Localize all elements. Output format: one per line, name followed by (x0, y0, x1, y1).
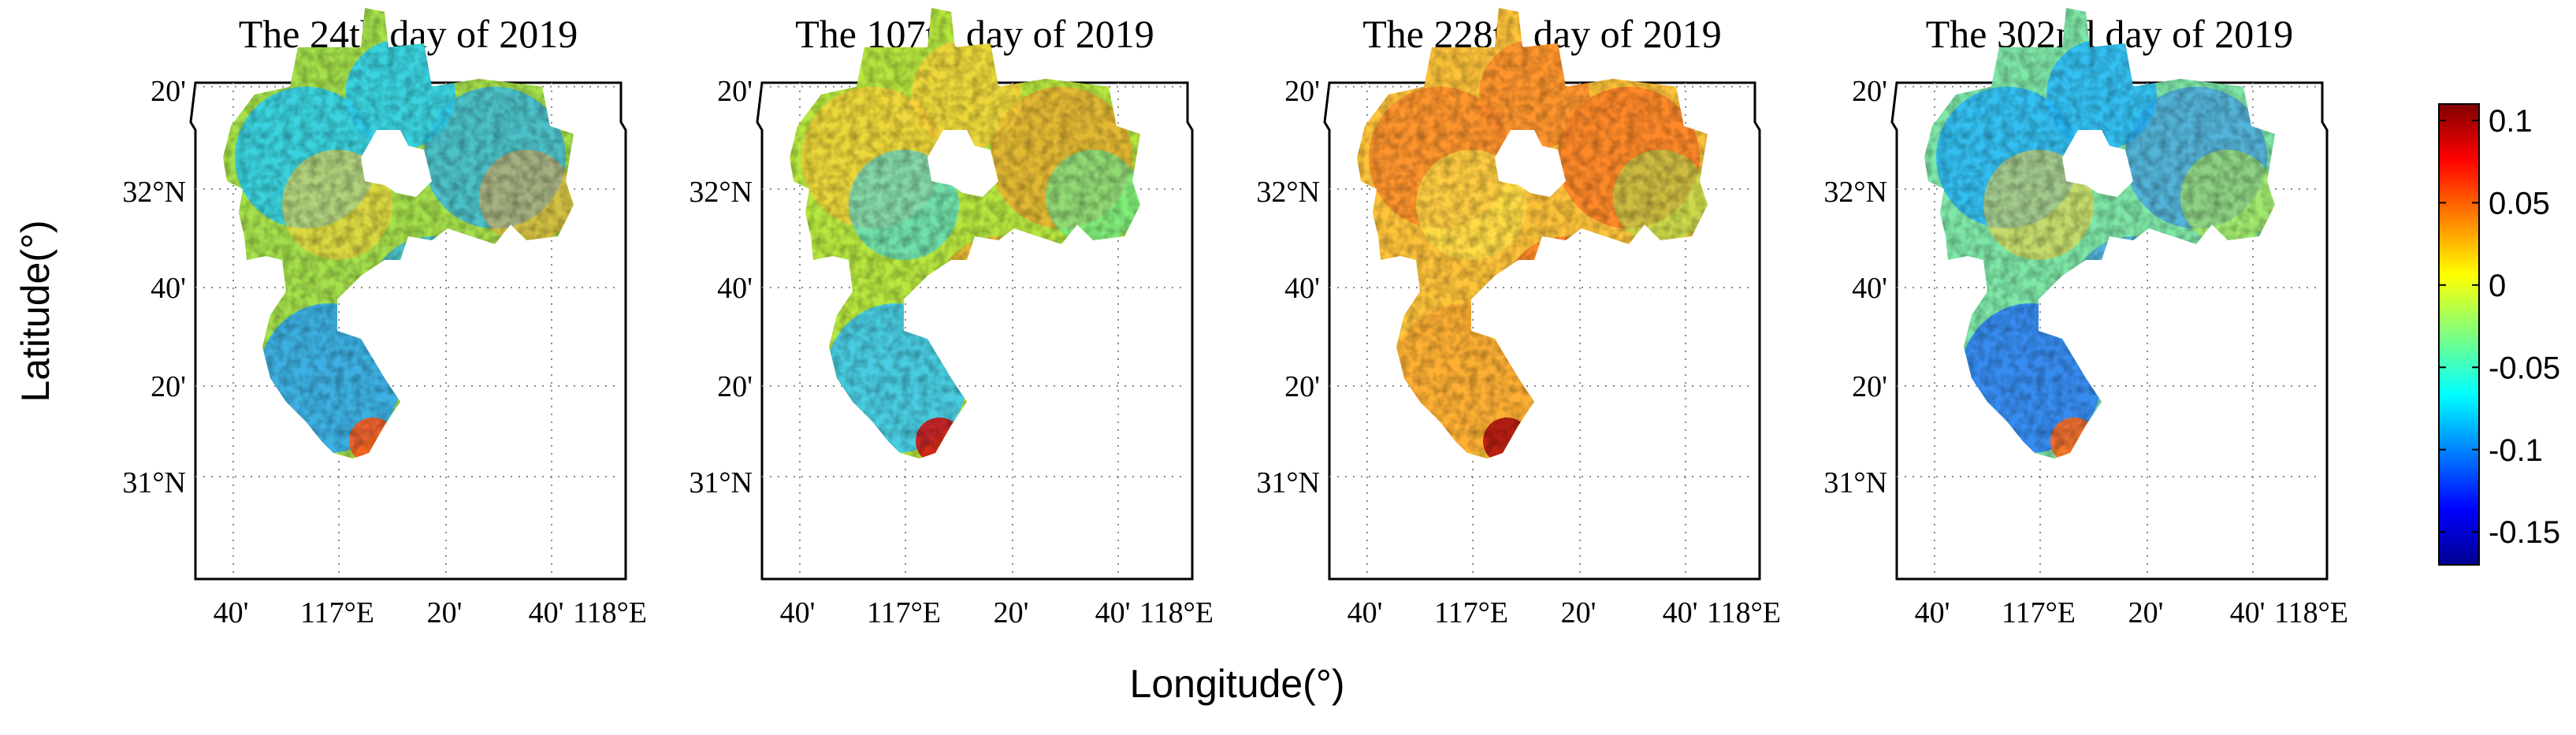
y-tick-label: 32°N (689, 176, 753, 209)
y-tick-label: 31°N (689, 466, 753, 499)
colorbar-tick-label: 0 (2489, 269, 2506, 303)
colorbar-tick-label: -0.05 (2489, 351, 2560, 385)
x-tick-label: 118°E (573, 596, 647, 629)
x-tick-label: 40' (1347, 596, 1383, 629)
colorbar-ticks: 0.1 0.05 0 -0.05 -0.1 -0.15 (2439, 104, 2560, 550)
y-tick-label: 20' (717, 370, 753, 403)
y-tick-label: 32°N (1823, 176, 1887, 209)
colorbar-tick-label: 0.05 (2489, 186, 2550, 221)
y-tick-label: 20' (1852, 75, 1887, 108)
x-tick-label: 40' (1915, 596, 1950, 629)
x-tick-label: 20' (2128, 596, 2164, 629)
y-tick-label: 32°N (1256, 176, 1320, 209)
x-tick-label: 118°E (1139, 596, 1214, 629)
y-tick-label: 40' (717, 272, 753, 305)
x-tick-label: 40' (214, 596, 249, 629)
x-tick-label: 40' (780, 596, 816, 629)
x-tick-label: 40' (2230, 596, 2266, 629)
y-tick-label: 31°N (1256, 466, 1320, 499)
x-axis-label: Longitude(°) (1130, 662, 1345, 706)
x-tick-label: 40' (529, 596, 564, 629)
y-axis-label: Latitude(°) (13, 220, 58, 402)
x-tick-label: 40' (1095, 596, 1131, 629)
y-tick-label: 20' (151, 75, 186, 108)
colorbar-tick-label: -0.1 (2489, 433, 2543, 468)
y-tick-label: 20' (151, 370, 186, 403)
x-tick-label: 117°E (300, 596, 374, 629)
y-tick-label: 20' (1284, 370, 1320, 403)
y-tick-label: 40' (151, 272, 186, 305)
y-tick-label: 20' (717, 75, 753, 108)
y-tick-label: 20' (1852, 370, 1887, 403)
y-tick-label: 32°N (122, 176, 186, 209)
x-tick-label: 20' (994, 596, 1029, 629)
y-tick-label: 40' (1852, 272, 1887, 305)
x-tick-label: 20' (1561, 596, 1597, 629)
y-tick-label: 20' (1284, 75, 1320, 108)
x-tick-label: 118°E (2274, 596, 2348, 629)
colorbar: 0.1 0.05 0 -0.05 -0.1 -0.15 (2438, 103, 2560, 566)
colorbar-tick-label: 0.1 (2489, 104, 2533, 139)
x-tick-label: 117°E (867, 596, 941, 629)
y-tick-label: 31°N (1823, 466, 1887, 499)
y-tick-label: 40' (1284, 272, 1320, 305)
y-tick-label: 31°N (122, 466, 186, 499)
colorbar-tick-label: -0.15 (2489, 515, 2560, 550)
x-tick-label: 117°E (2002, 596, 2076, 629)
x-tick-label: 20' (427, 596, 463, 629)
x-tick-label: 40' (1663, 596, 1698, 629)
x-tick-label: 118°E (1707, 596, 1781, 629)
x-tick-label: 117°E (1434, 596, 1508, 629)
colorbar-gradient (2438, 103, 2480, 566)
